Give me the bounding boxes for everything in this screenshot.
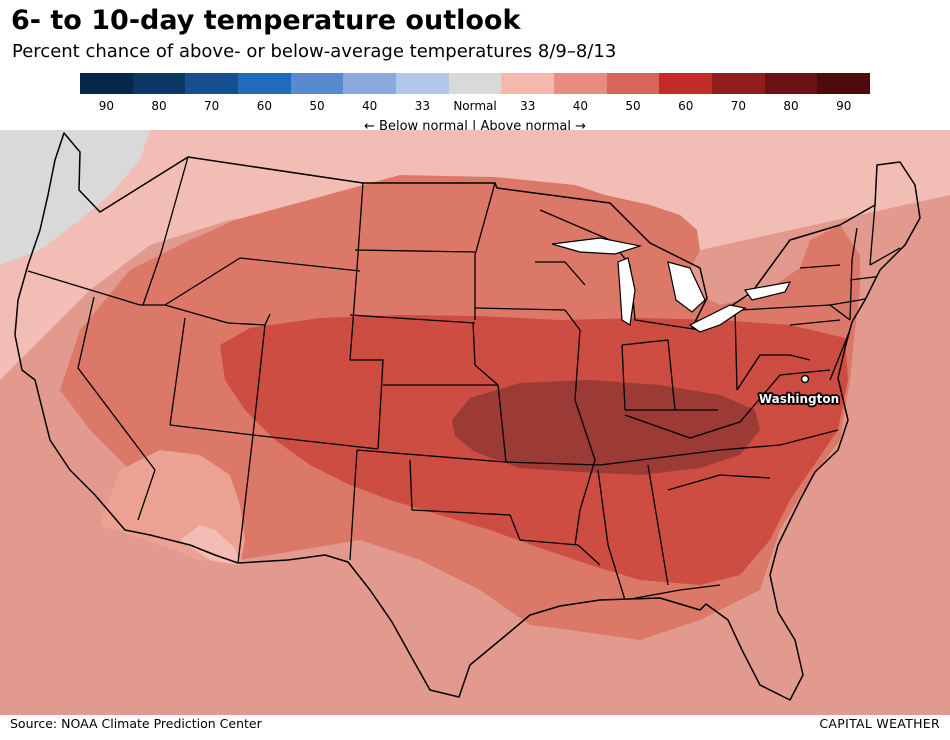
legend-swatch <box>817 73 871 94</box>
brand-credit: CAPITAL WEATHER <box>819 716 940 731</box>
great-lakes <box>551 237 792 333</box>
legend-label: 70 <box>204 99 220 113</box>
legend-label: 90 <box>98 99 114 113</box>
legend-swatch <box>764 73 818 94</box>
source-credit: Source: NOAA Climate Prediction Center <box>10 716 262 731</box>
prob-33-band-north <box>0 130 950 380</box>
lake-huron <box>667 261 706 313</box>
color-legend-bar <box>80 73 871 94</box>
us-map: Washington Washington <box>0 130 950 715</box>
legend-swatch <box>712 73 765 94</box>
legend-swatch <box>606 73 660 94</box>
lake-ontario <box>743 281 792 301</box>
normal-band-northwest <box>0 130 150 265</box>
legend-swatch <box>80 73 133 94</box>
legend-swatch <box>238 73 291 94</box>
legend-label: 33 <box>414 99 430 113</box>
legend-label: 60 <box>256 99 272 113</box>
legend-label: Normal <box>453 99 497 113</box>
city-label: Washington <box>759 392 839 406</box>
legend-label: 60 <box>678 99 694 113</box>
legend-swatch <box>659 73 713 94</box>
prob-33-band-southwest <box>180 525 240 565</box>
legend-swatch <box>343 73 397 94</box>
map-title: 6- to 10-day temperature outlook <box>11 5 521 36</box>
legend-label: 33 <box>520 99 536 113</box>
outlook-probability-shading <box>0 130 950 715</box>
legend-label: 50 <box>309 99 325 113</box>
prob-70-band <box>452 380 760 475</box>
legend-swatch <box>448 73 502 94</box>
legend-label: 80 <box>151 99 167 113</box>
city-label-halo: Washington <box>759 392 839 406</box>
map-subtitle: Percent chance of above- or below-averag… <box>12 41 617 62</box>
city-marker: Washington Washington <box>757 374 841 408</box>
color-legend-labels: 90 80 70 60 50 40 33 Normal 33 40 50 60 70 80 90 <box>80 99 870 113</box>
legend-swatch <box>185 73 239 94</box>
city-dot <box>800 374 810 384</box>
legend-label: 40 <box>572 99 589 113</box>
legend-label: 90 <box>836 99 852 113</box>
legend-swatch <box>290 73 344 94</box>
legend-swatch <box>501 73 555 94</box>
lake-michigan <box>617 257 636 326</box>
legend-swatch <box>396 73 449 94</box>
legend-label: 80 <box>783 99 799 113</box>
legend-label: 50 <box>625 99 641 113</box>
lake-superior <box>551 237 643 255</box>
legend-label: 40 <box>362 99 378 113</box>
legend-swatch <box>132 73 186 94</box>
legend-swatch <box>554 73 607 94</box>
lake-erie <box>688 304 747 333</box>
legend-label: 70 <box>730 99 747 113</box>
